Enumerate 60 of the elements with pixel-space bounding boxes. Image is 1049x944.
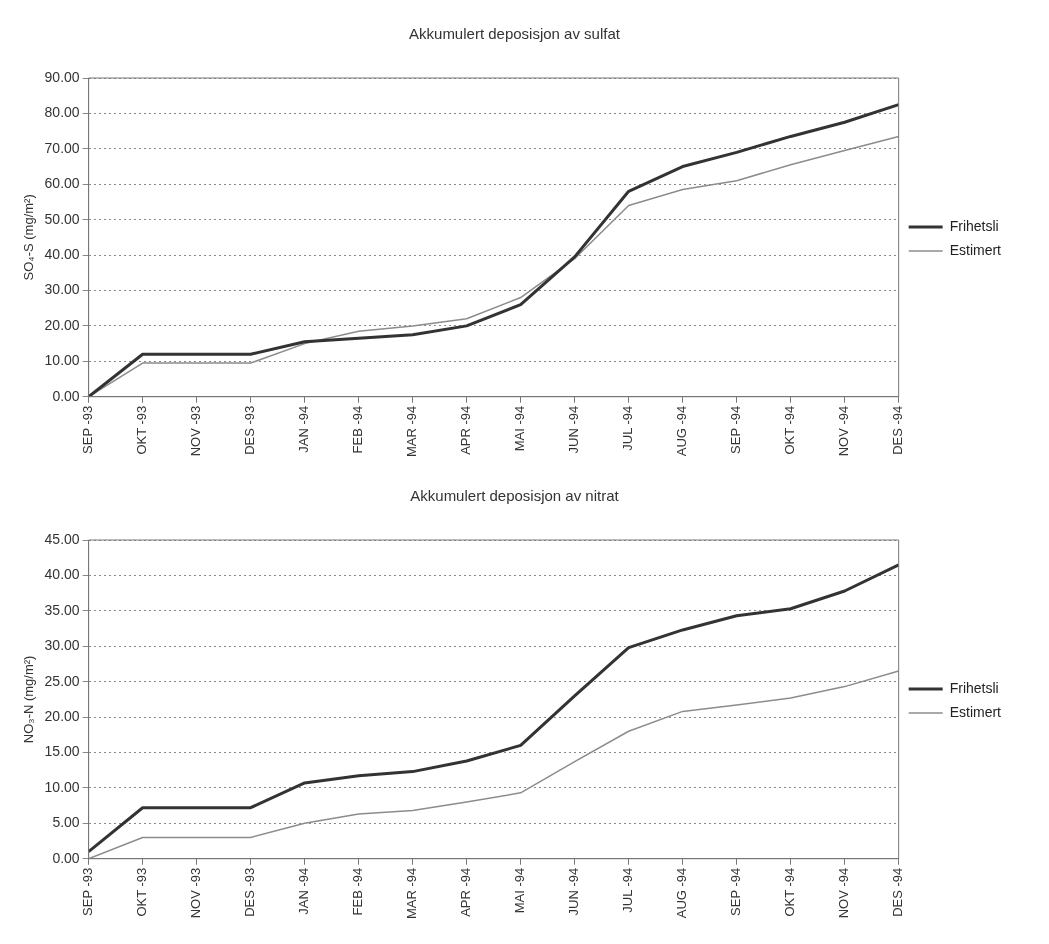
legend-label: Frihetsli xyxy=(949,679,999,696)
legend-label: Estimert xyxy=(949,241,1002,258)
x-tick-label: OKT -94 xyxy=(782,405,798,455)
y-tick-label: 10.00 xyxy=(44,352,80,369)
x-tick-label: OKT -94 xyxy=(782,867,798,917)
y-tick-label: 40.00 xyxy=(44,245,80,262)
x-tick-label: MAI -94 xyxy=(512,405,528,452)
y-tick-label: 10.00 xyxy=(44,778,80,795)
x-tick-label: JUN -94 xyxy=(566,405,582,454)
x-tick-label: OKT -93 xyxy=(134,867,150,917)
x-tick-label: MAI -94 xyxy=(512,867,528,914)
x-tick-label: MAR -94 xyxy=(404,405,420,458)
x-tick-label: SEP -94 xyxy=(728,405,744,454)
x-tick-label: SEP -93 xyxy=(80,867,96,916)
y-tick-label: 15.00 xyxy=(44,743,80,760)
chart-title: Akkumulert deposisjon av nitrat xyxy=(410,487,620,505)
y-tick-label: 45.00 xyxy=(44,530,80,547)
x-tick-label: FEB -94 xyxy=(350,405,366,454)
legend-label: Frihetsli xyxy=(949,217,999,234)
x-tick-label: SEP -94 xyxy=(728,867,744,916)
x-tick-label: APR -94 xyxy=(458,405,474,455)
y-tick-label: 30.00 xyxy=(44,281,80,298)
y-tick-label: 0.00 xyxy=(52,387,80,404)
y-tick-label: 25.00 xyxy=(44,672,80,689)
x-tick-label: DES -94 xyxy=(890,867,906,917)
x-tick-label: DES -93 xyxy=(242,867,258,917)
x-tick-label: APR -94 xyxy=(458,867,474,917)
x-tick-label: NOV -93 xyxy=(188,405,204,457)
x-tick-label: SEP -93 xyxy=(80,405,96,454)
y-tick-label: 40.00 xyxy=(44,566,80,583)
y-tick-label: 80.00 xyxy=(44,104,80,121)
x-tick-label: JAN -94 xyxy=(296,867,312,915)
y-tick-label: 20.00 xyxy=(44,316,80,333)
y-tick-label: 90.00 xyxy=(44,68,80,85)
x-tick-label: JUN -94 xyxy=(566,867,582,916)
x-tick-label: MAR -94 xyxy=(404,867,420,920)
y-axis-title: SO₄-S (mg/m²) xyxy=(21,194,37,281)
x-tick-label: NOV -94 xyxy=(836,867,852,919)
x-tick-label: OKT -93 xyxy=(134,405,150,455)
x-tick-label: AUG -94 xyxy=(674,405,690,457)
y-tick-label: 30.00 xyxy=(44,637,80,654)
x-tick-label: DES -94 xyxy=(890,405,906,455)
y-tick-label: 5.00 xyxy=(52,814,80,831)
y-axis-title: NO₃-N (mg/m²) xyxy=(21,655,37,744)
x-tick-label: DES -93 xyxy=(242,405,258,455)
x-tick-label: FEB -94 xyxy=(350,867,366,916)
legend-label: Estimert xyxy=(949,703,1002,720)
x-tick-label: NOV -94 xyxy=(836,405,852,457)
y-tick-label: 60.00 xyxy=(44,175,80,192)
x-tick-label: AUG -94 xyxy=(674,867,690,919)
x-tick-label: JAN -94 xyxy=(296,405,312,453)
x-tick-label: JUL -94 xyxy=(620,867,636,913)
chart-title: Akkumulert deposisjon av sulfat xyxy=(409,25,621,43)
y-tick-label: 70.00 xyxy=(44,139,80,156)
x-tick-label: JUL -94 xyxy=(620,405,636,451)
y-tick-label: 20.00 xyxy=(44,707,80,724)
y-tick-label: 35.00 xyxy=(44,601,80,618)
y-tick-label: 0.00 xyxy=(52,849,80,866)
x-tick-label: NOV -93 xyxy=(188,867,204,919)
y-tick-label: 50.00 xyxy=(44,210,80,227)
